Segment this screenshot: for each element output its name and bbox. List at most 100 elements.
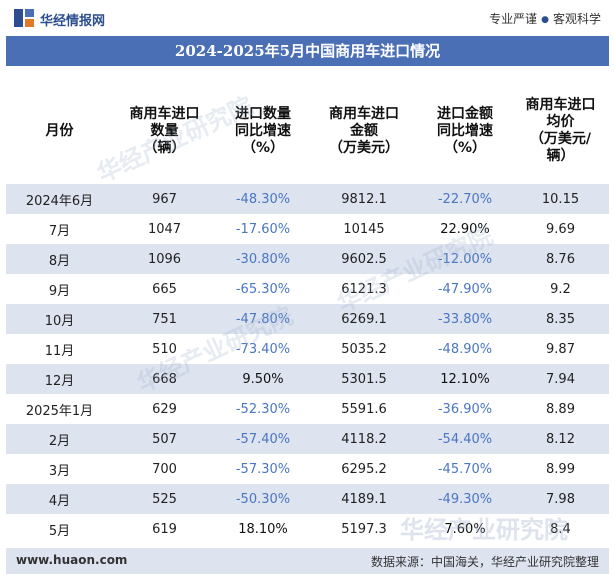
cell-qty: 967 bbox=[113, 184, 216, 214]
table-row: 2月 507 -57.40% 4118.2 -54.40% 8.12 bbox=[6, 424, 609, 454]
cell-amount: 5591.6 bbox=[341, 401, 387, 417]
cell-price: 8.4 bbox=[550, 521, 571, 537]
top-bar: 华经情报网 专业严谨 ● 客观科学 bbox=[0, 0, 615, 36]
cell-qty: 525 bbox=[113, 484, 216, 514]
import-table: 月份 商用车进口 数量 （辆） 进口数量 同比增速 （%） 商用车进口 金额 （万美元） 进口金额同… bbox=[6, 78, 609, 544]
cell-month: 5月 bbox=[48, 523, 71, 539]
cell-qty-yoy: -50.30% bbox=[216, 484, 310, 514]
cell-month: 11月 bbox=[44, 343, 75, 359]
column-header: 进口金额 同比增速 （%） bbox=[437, 105, 493, 156]
cell-amount-yoy: 12.10% bbox=[418, 364, 512, 394]
column-header: 商用车进口 均价 （万美元/辆） bbox=[525, 97, 596, 164]
cell-price: 8.76 bbox=[512, 244, 609, 274]
cell-amount: 6121.3 bbox=[341, 281, 387, 297]
cell-qty-yoy: -52.30% bbox=[235, 401, 291, 417]
cell-amount: 6269.1 bbox=[310, 304, 418, 334]
cell-amount-yoy: -36.90% bbox=[437, 401, 493, 417]
table-title: 2024-2025年5月中国商用车进口情况 bbox=[6, 36, 609, 66]
cell-amount-yoy: -49.30% bbox=[418, 484, 512, 514]
cell-qty: 510 bbox=[152, 341, 177, 357]
table-row: 5月 619 18.10% 5197.3 7.60% 8.4 bbox=[6, 514, 609, 544]
cell-qty-yoy: -48.30% bbox=[216, 184, 310, 214]
cell-price: 8.99 bbox=[546, 461, 575, 477]
cell-qty: 629 bbox=[152, 401, 177, 417]
cell-price: 8.89 bbox=[546, 401, 575, 417]
cell-amount-yoy: -48.90% bbox=[437, 341, 493, 357]
cell-price: 9.87 bbox=[546, 341, 575, 357]
cell-price: 8.35 bbox=[512, 304, 609, 334]
column-header: 商用车进口 金额 （万美元） bbox=[329, 105, 399, 156]
cell-qty: 751 bbox=[113, 304, 216, 334]
cell-amount-yoy: -45.70% bbox=[437, 461, 493, 477]
table-row: 4月 525 -50.30% 4189.1 -49.30% 7.98 bbox=[6, 484, 609, 514]
table-row: 11月 510 -73.40% 5035.2 -48.90% 9.87 bbox=[6, 334, 609, 364]
table-row: 2025年1月 629 -52.30% 5591.6 -36.90% 8.89 bbox=[6, 394, 609, 424]
cell-price: 10.15 bbox=[512, 184, 609, 214]
dot-separator-icon: ● bbox=[541, 15, 549, 25]
cell-qty: 665 bbox=[152, 281, 177, 297]
cell-amount-yoy: -54.40% bbox=[418, 424, 512, 454]
cell-month: 3月 bbox=[48, 463, 71, 479]
footer-site: www.huaon.com bbox=[16, 553, 128, 567]
cell-qty-yoy: -73.40% bbox=[235, 341, 291, 357]
cell-amount: 6295.2 bbox=[341, 461, 387, 477]
cell-price: 8.12 bbox=[512, 424, 609, 454]
cell-amount: 9812.1 bbox=[310, 184, 418, 214]
cell-qty-yoy: 9.50% bbox=[216, 364, 310, 394]
cell-amount: 5301.5 bbox=[310, 364, 418, 394]
cell-qty: 1047 bbox=[147, 221, 182, 237]
cell-qty-yoy: -47.80% bbox=[216, 304, 310, 334]
cell-qty-yoy: -65.30% bbox=[235, 281, 291, 297]
cell-price: 9.2 bbox=[550, 281, 571, 297]
column-header: 商用车进口 数量 （辆） bbox=[129, 105, 200, 156]
table-body: 2024年6月 967 -48.30% 9812.1 -22.70% 10.15 7月 104… bbox=[6, 184, 609, 544]
cell-qty-yoy: 18.10% bbox=[238, 521, 288, 537]
cell-amount: 5197.3 bbox=[341, 521, 387, 537]
cell-amount: 10145 bbox=[343, 221, 385, 237]
cell-price: 9.69 bbox=[546, 221, 575, 237]
cell-qty: 619 bbox=[152, 521, 177, 537]
cell-amount-yoy: -22.70% bbox=[418, 184, 512, 214]
cell-amount-yoy: -47.90% bbox=[437, 281, 493, 297]
cell-month: 2024年6月 bbox=[6, 184, 113, 214]
cell-amount-yoy: 22.90% bbox=[440, 221, 490, 237]
cell-amount-yoy: -33.80% bbox=[418, 304, 512, 334]
cell-qty-yoy: -57.40% bbox=[216, 424, 310, 454]
table-row: 12月 668 9.50% 5301.5 12.10% 7.94 bbox=[6, 364, 609, 394]
cell-month: 2月 bbox=[6, 424, 113, 454]
cell-price: 7.94 bbox=[512, 364, 609, 394]
cell-month: 10月 bbox=[6, 304, 113, 334]
slogan: 专业严谨 ● 客观科学 bbox=[489, 10, 601, 27]
cell-amount: 9602.5 bbox=[310, 244, 418, 274]
cell-qty-yoy: -17.60% bbox=[235, 221, 291, 237]
footer-source: 数据来源：中国海关，华经产业研究院整理 bbox=[370, 555, 599, 569]
cell-amount: 4189.1 bbox=[310, 484, 418, 514]
cell-month: 7月 bbox=[48, 223, 71, 239]
footer: www.huaon.com 数据来源：中国海关，华经产业研究院整理 bbox=[6, 548, 609, 574]
table-row: 9月 665 -65.30% 6121.3 -47.90% 9.2 bbox=[6, 274, 609, 304]
cell-amount: 5035.2 bbox=[341, 341, 387, 357]
huajing-logo-icon bbox=[14, 9, 34, 27]
table-header-row: 月份 商用车进口 数量 （辆） 进口数量 同比增速 （%） 商用车进口 金额 （万美元） 进口金额同… bbox=[6, 78, 609, 184]
table-row: 10月 751 -47.80% 6269.1 -33.80% 8.35 bbox=[6, 304, 609, 334]
cell-amount-yoy: 7.60% bbox=[444, 521, 486, 537]
cell-qty: 1096 bbox=[113, 244, 216, 274]
cell-month: 8月 bbox=[6, 244, 113, 274]
watermark: 华经产业研究院 bbox=[400, 516, 568, 544]
column-header: 进口数量 同比增速 （%） bbox=[235, 105, 291, 156]
cell-amount: 4118.2 bbox=[310, 424, 418, 454]
cell-price: 7.98 bbox=[512, 484, 609, 514]
cell-amount-yoy: -12.00% bbox=[418, 244, 512, 274]
table-row: 2024年6月 967 -48.30% 9812.1 -22.70% 10.15 bbox=[6, 184, 609, 214]
brand-name: 华经情报网 bbox=[40, 14, 106, 29]
column-header: 月份 bbox=[45, 122, 74, 139]
cell-month: 12月 bbox=[6, 364, 113, 394]
table-row: 8月 1096 -30.80% 9602.5 -12.00% 8.76 bbox=[6, 244, 609, 274]
slogan-left: 专业严谨 bbox=[489, 12, 538, 26]
slogan-right: 客观科学 bbox=[552, 12, 601, 26]
cell-qty: 507 bbox=[113, 424, 216, 454]
cell-qty-yoy: -30.80% bbox=[216, 244, 310, 274]
cell-qty: 668 bbox=[113, 364, 216, 394]
table-row: 7月 1047 -17.60% 10145 22.90% 9.69 bbox=[6, 214, 609, 244]
table-row: 3月 700 -57.30% 6295.2 -45.70% 8.99 bbox=[6, 454, 609, 484]
